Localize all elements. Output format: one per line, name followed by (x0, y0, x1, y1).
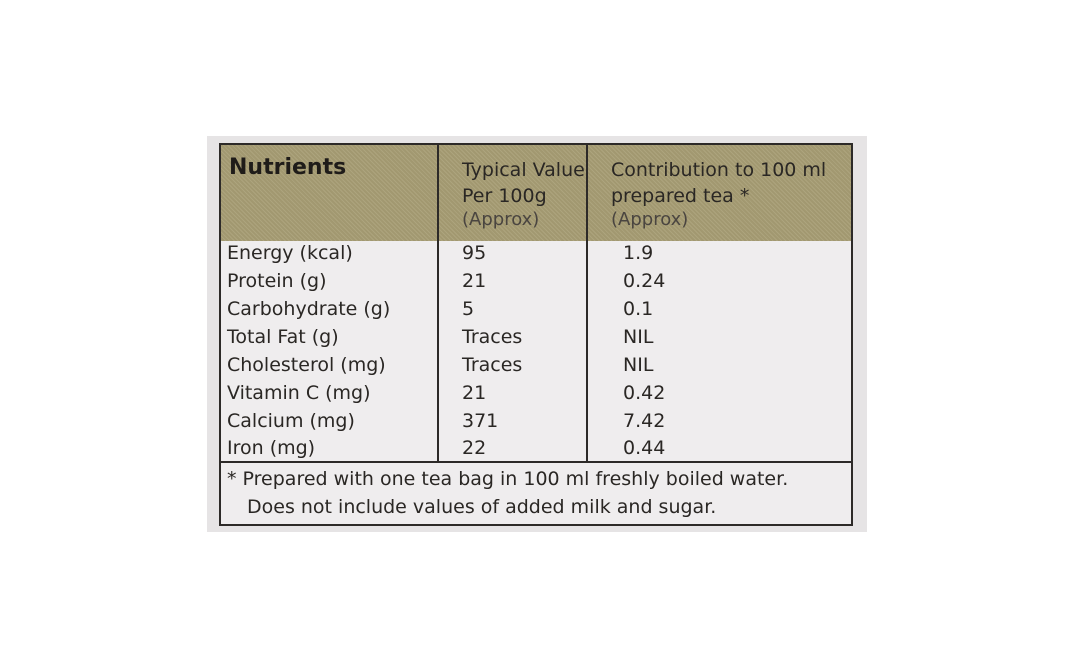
contribution-value: NIL (623, 326, 654, 348)
contribution-value: 0.42 (623, 382, 666, 404)
nutrient-name: Protein (g) (227, 270, 327, 292)
nutrient-name: Energy (kcal) (227, 242, 353, 264)
table-row: Carbohydrate (g) 5 0.1 (221, 295, 851, 323)
nutrient-name: Vitamin C (mg) (227, 382, 371, 404)
typical-value: 5 (462, 298, 475, 320)
contribution-value: 1.9 (623, 242, 654, 264)
column-divider (437, 145, 439, 461)
table-row: Iron (mg) 22 0.44 (221, 434, 851, 462)
contribution-value: 0.24 (623, 270, 666, 292)
contribution-value: 0.44 (623, 437, 666, 459)
nutrient-name: Total Fat (g) (227, 326, 339, 348)
header-typical-line2: Per 100g (462, 185, 547, 207)
typical-value: 371 (462, 410, 499, 432)
contribution-value: NIL (623, 354, 654, 376)
header-contribution-line2: prepared tea * (611, 185, 750, 207)
contribution-value: 0.1 (623, 298, 654, 320)
header-typical-line1: Typical Value (462, 159, 585, 181)
header-nutrients: Nutrients (229, 155, 347, 180)
contribution-value: 7.42 (623, 410, 666, 432)
typical-value: 22 (462, 437, 487, 459)
footnote-line-2: Does not include values of added milk an… (247, 496, 717, 518)
footnote-divider (221, 461, 851, 463)
table-row: Protein (g) 21 0.24 (221, 267, 851, 295)
header-typical-value: Typical Value Per 100g (Approx) (462, 157, 585, 231)
typical-value: 21 (462, 270, 487, 292)
table-row: Calcium (mg) 371 7.42 (221, 407, 851, 435)
header-typical-approx: (Approx) (462, 209, 540, 230)
nutrient-name: Calcium (mg) (227, 410, 355, 432)
table-header (221, 145, 851, 241)
nutrient-name: Cholesterol (mg) (227, 354, 386, 376)
typical-value: Traces (462, 326, 523, 348)
table-row: Total Fat (g) Traces NIL (221, 323, 851, 351)
column-divider (586, 145, 588, 461)
header-contribution-approx: (Approx) (611, 209, 689, 230)
table-row: Vitamin C (mg) 21 0.42 (221, 379, 851, 407)
table-row: Energy (kcal) 95 1.9 (221, 239, 851, 267)
footnote: * Prepared with one tea bag in 100 ml fr… (227, 465, 788, 521)
nutrient-name: Carbohydrate (g) (227, 298, 391, 320)
header-contribution: Contribution to 100 ml prepared tea * (A… (611, 157, 826, 231)
typical-value: Traces (462, 354, 523, 376)
typical-value: 95 (462, 242, 487, 264)
table-row: Cholesterol (mg) Traces NIL (221, 351, 851, 379)
footnote-line-1: * Prepared with one tea bag in 100 ml fr… (227, 468, 789, 490)
nutrition-table: Nutrients Typical Value Per 100g (Approx… (219, 143, 853, 526)
header-contribution-line1: Contribution to 100 ml (611, 159, 827, 181)
nutrient-name: Iron (mg) (227, 437, 316, 459)
typical-value: 21 (462, 382, 487, 404)
